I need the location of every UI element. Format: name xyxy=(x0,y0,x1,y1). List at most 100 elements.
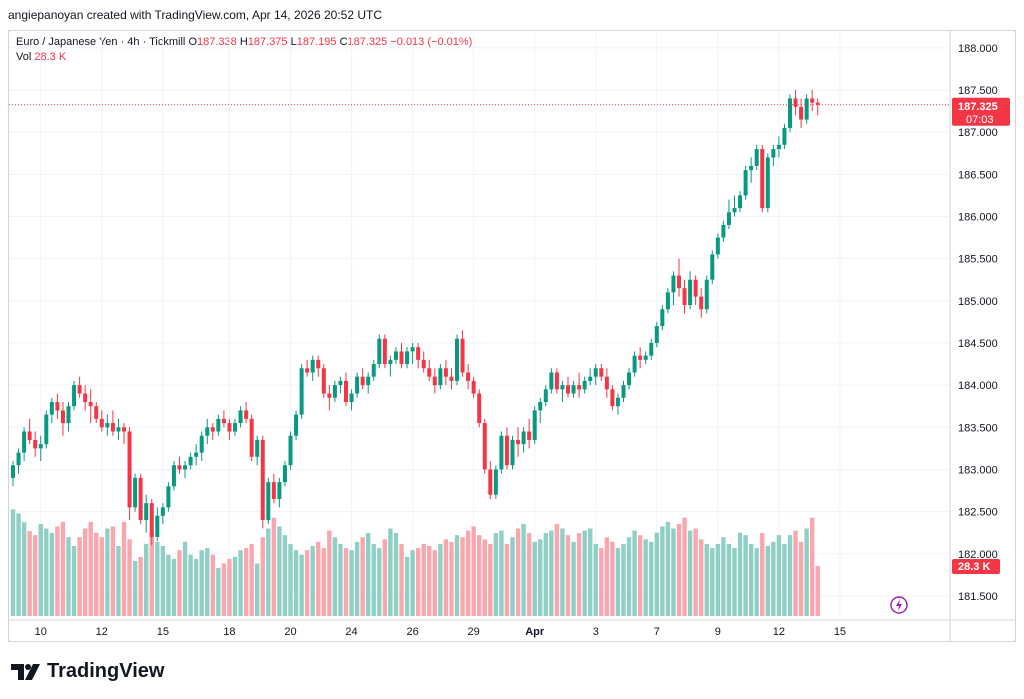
candle-body[interactable] xyxy=(427,368,432,377)
candle-body[interactable] xyxy=(382,338,387,365)
candle-body[interactable] xyxy=(305,368,310,373)
candle-body[interactable] xyxy=(110,423,115,432)
candle-body[interactable] xyxy=(521,431,526,445)
candle-body[interactable] xyxy=(249,418,254,457)
candle-body[interactable] xyxy=(538,401,543,411)
candle-body[interactable] xyxy=(460,338,465,373)
candle-body[interactable] xyxy=(122,427,126,432)
candle-body[interactable] xyxy=(560,385,565,390)
candle-body[interactable] xyxy=(804,98,809,120)
candle-body[interactable] xyxy=(194,452,199,457)
candle-body[interactable] xyxy=(183,465,188,470)
candle-body[interactable] xyxy=(671,275,676,293)
candle-body[interactable] xyxy=(221,418,226,424)
candle-body[interactable] xyxy=(615,397,620,407)
candle-body[interactable] xyxy=(155,515,160,537)
candle-body[interactable] xyxy=(732,208,737,213)
candle-body[interactable] xyxy=(227,423,232,432)
candle-body[interactable] xyxy=(782,127,787,145)
candle-body[interactable] xyxy=(16,452,21,466)
candle-body[interactable] xyxy=(33,439,38,449)
flash-icon[interactable] xyxy=(890,596,908,614)
candle-body[interactable] xyxy=(216,418,221,432)
candle-body[interactable] xyxy=(405,351,410,365)
candle-body[interactable] xyxy=(205,427,210,436)
candle-body[interactable] xyxy=(133,477,138,508)
candle-body[interactable] xyxy=(688,279,693,306)
candle-body[interactable] xyxy=(488,469,493,495)
candle-body[interactable] xyxy=(588,376,593,381)
candle-body[interactable] xyxy=(327,393,332,398)
symbol-title[interactable]: Euro / Japanese Yen · 4h · Tickmill xyxy=(16,36,186,48)
candle-body[interactable] xyxy=(316,359,321,369)
candle-body[interactable] xyxy=(299,368,304,415)
candle-body[interactable] xyxy=(466,372,471,381)
candle-body[interactable] xyxy=(599,368,604,377)
candle-body[interactable] xyxy=(571,385,576,394)
candle-body[interactable] xyxy=(282,465,287,483)
candle-body[interactable] xyxy=(421,359,426,369)
candle-body[interactable] xyxy=(410,347,415,352)
candle-body[interactable] xyxy=(665,292,670,310)
candle-body[interactable] xyxy=(127,431,132,508)
candle-body[interactable] xyxy=(366,376,371,386)
candle-body[interactable] xyxy=(721,224,726,238)
candle-body[interactable] xyxy=(266,482,271,521)
candle-body[interactable] xyxy=(321,368,326,394)
candle-body[interactable] xyxy=(177,465,182,470)
candle-body[interactable] xyxy=(416,347,421,360)
candle-body[interactable] xyxy=(482,423,487,470)
candle-body[interactable] xyxy=(810,98,815,103)
tradingview-logo[interactable]: TradingView xyxy=(11,660,164,683)
candle-body[interactable] xyxy=(527,431,532,440)
candle-body[interactable] xyxy=(388,359,393,365)
candle-body[interactable] xyxy=(77,385,82,394)
candle-body[interactable] xyxy=(344,380,348,402)
candle-body[interactable] xyxy=(371,364,376,377)
candle-body[interactable] xyxy=(72,385,77,407)
candle-body[interactable] xyxy=(788,98,792,128)
candle-body[interactable] xyxy=(338,380,343,386)
candle-body[interactable] xyxy=(577,385,582,390)
candle-body[interactable] xyxy=(244,410,249,419)
candle-body[interactable] xyxy=(116,427,121,432)
candle-body[interactable] xyxy=(710,254,715,280)
candle-body[interactable] xyxy=(355,376,360,394)
candle-body[interactable] xyxy=(11,465,15,478)
candle-body[interactable] xyxy=(105,423,110,428)
candle-body[interactable] xyxy=(149,503,154,537)
candle-body[interactable] xyxy=(432,376,437,386)
candle-body[interactable] xyxy=(138,477,143,521)
candle-body[interactable] xyxy=(682,288,687,306)
candle-body[interactable] xyxy=(771,149,776,158)
candle-body[interactable] xyxy=(210,427,215,432)
candle-body[interactable] xyxy=(99,418,104,428)
candle-body[interactable] xyxy=(360,376,365,386)
volume-label[interactable]: Vol xyxy=(16,51,32,63)
candle-body[interactable] xyxy=(171,465,176,487)
candle-body[interactable] xyxy=(693,279,698,297)
candle-body[interactable] xyxy=(310,359,315,373)
candle-body[interactable] xyxy=(27,431,32,440)
candle-body[interactable] xyxy=(632,355,637,373)
candle-body[interactable] xyxy=(349,393,354,402)
candle-body[interactable] xyxy=(549,372,554,390)
candle-body[interactable] xyxy=(160,507,165,516)
candle-body[interactable] xyxy=(643,355,648,360)
candle-body[interactable] xyxy=(83,393,88,402)
candle-body[interactable] xyxy=(449,376,454,381)
candle-body[interactable] xyxy=(593,368,598,377)
candle-body[interactable] xyxy=(566,385,570,394)
candle-body[interactable] xyxy=(621,385,626,398)
candle-body[interactable] xyxy=(255,439,260,457)
candle-body[interactable] xyxy=(288,435,293,466)
candle-body[interactable] xyxy=(776,144,781,150)
candle-body[interactable] xyxy=(649,342,654,356)
candle-body[interactable] xyxy=(715,237,720,255)
candle-body[interactable] xyxy=(749,165,754,171)
candle-body[interactable] xyxy=(765,157,770,209)
candle-body[interactable] xyxy=(477,393,482,424)
candle-body[interactable] xyxy=(332,385,337,398)
candle-body[interactable] xyxy=(455,338,459,381)
candle-body[interactable] xyxy=(271,482,276,499)
